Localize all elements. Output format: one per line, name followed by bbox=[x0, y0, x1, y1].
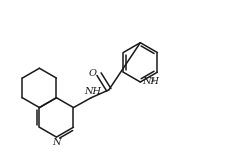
Text: 2: 2 bbox=[150, 78, 154, 83]
Text: O: O bbox=[89, 69, 97, 78]
Text: NH: NH bbox=[85, 87, 102, 96]
Text: NH: NH bbox=[142, 77, 159, 85]
Text: N: N bbox=[52, 138, 61, 147]
